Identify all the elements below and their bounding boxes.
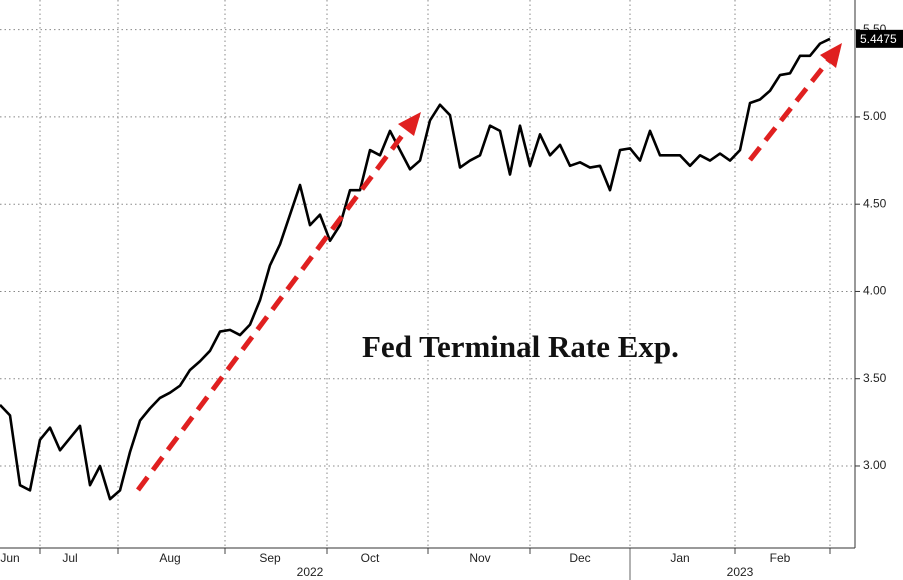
x-tick-label: Jan (670, 551, 689, 565)
x-tick-label: Oct (361, 551, 380, 565)
x-tick-label: Jun (0, 551, 19, 565)
x-tick-label: Aug (159, 551, 180, 565)
year-label: 2022 (297, 565, 324, 579)
y-tick-label: 3.50 (863, 371, 887, 385)
y-tick-label: 4.00 (863, 284, 887, 298)
last-value-box (856, 29, 903, 48)
year-label: 2023 (727, 565, 754, 579)
x-tick-label: Sep (259, 551, 281, 565)
line-series (0, 37, 831, 501)
last-value-label: 5.4475 (860, 32, 897, 46)
x-tick-label: Nov (469, 551, 490, 565)
y-tick-label: 4.50 (863, 196, 887, 210)
arrow (748, 54, 834, 162)
arrow-head (398, 112, 421, 136)
x-tick-label: Jul (62, 551, 77, 565)
arrow (135, 123, 413, 492)
annotation-arrows (135, 43, 842, 492)
arrow-head (820, 43, 842, 68)
y-tick-label: 3.00 (863, 458, 887, 472)
y-tick-label: 5.00 (863, 109, 887, 123)
chart-title: Fed Terminal Rate Exp. (362, 329, 679, 364)
x-tick-label: Dec (569, 551, 590, 565)
x-tick-label: Feb (770, 551, 791, 565)
